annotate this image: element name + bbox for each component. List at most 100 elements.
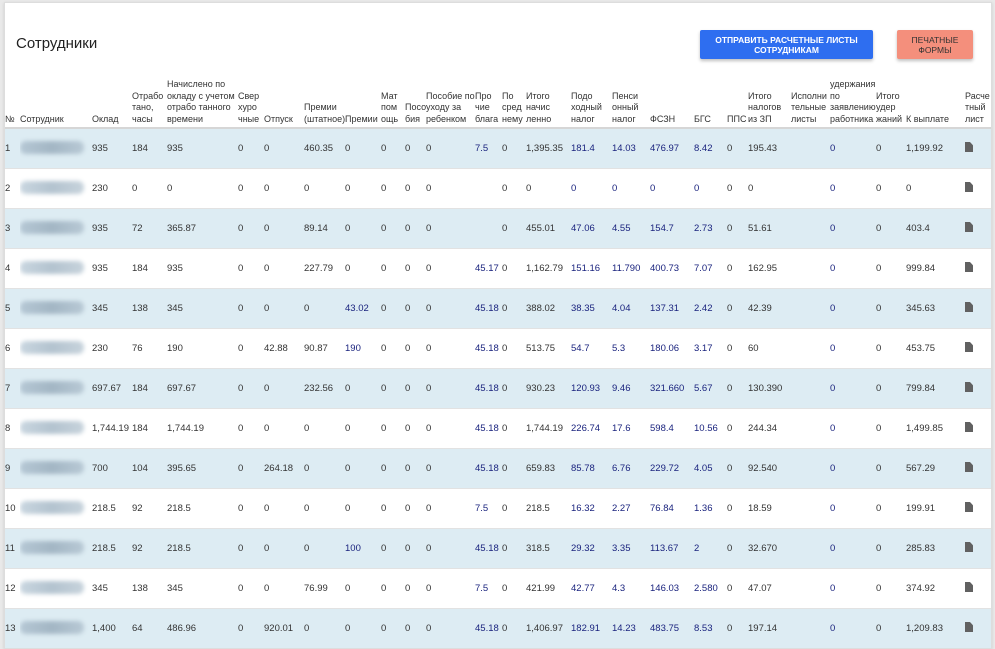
employee-name-cell [20, 568, 92, 609]
table-cell [791, 328, 830, 369]
document-icon[interactable] [965, 182, 973, 192]
table-cell: 0 [876, 328, 906, 369]
table-cell: 3.17 [694, 328, 727, 369]
table-cell: 0 [238, 448, 264, 489]
employee-name-cell [20, 208, 92, 249]
table-row[interactable]: 10 218.5 92 218.5 0 0 0 0 0 0 0 7.5 0 218.5 16.32 2.27 7… [5, 488, 991, 529]
table-cell: 0 [727, 128, 748, 169]
table-cell: 2.42 [694, 288, 727, 329]
table-cell: 567.29 [906, 448, 965, 489]
table-cell: 17.6 [612, 408, 650, 449]
document-icon[interactable] [965, 462, 973, 472]
document-icon[interactable] [965, 542, 973, 552]
table-cell: 45.18 [475, 408, 502, 449]
send-payslips-button[interactable]: Отправить расчетные листы сотрудникам [700, 30, 873, 59]
document-icon[interactable] [965, 142, 973, 152]
table-cell: 0 [167, 168, 238, 209]
table-cell: 0 [830, 528, 876, 569]
table-row[interactable]: 1 935 184 935 0 0 460.35 0 0 0 0 7.5 0 1,395.35 181.4 1… [5, 128, 991, 169]
table-row[interactable]: 2 230 0 0 0 0 0 0 0 0 0 0 0 0 0 0 0 0 0 0 0 0 [5, 168, 991, 209]
table-cell: 476.97 [650, 128, 694, 169]
table-cell: 0 [426, 328, 475, 369]
table-cell: 0 [727, 368, 748, 409]
table-cell: 199.91 [906, 488, 965, 529]
table-cell: 0 [304, 448, 345, 489]
table-row[interactable]: 8 1,744.19 184 1,744.19 0 0 0 0 0 0 0 45.18 0 1,744.1… [5, 408, 991, 449]
document-icon[interactable] [965, 422, 973, 432]
table-cell: 11 [5, 528, 20, 569]
document-icon[interactable] [965, 302, 973, 312]
redacted-name [20, 580, 84, 594]
table-cell: 7.5 [475, 488, 502, 529]
table-cell: 9 [5, 448, 20, 489]
table-cell: 45.18 [475, 448, 502, 489]
table-cell: 184 [132, 408, 167, 449]
document-icon[interactable] [965, 382, 973, 392]
table-row[interactable]: 4 935 184 935 0 0 227.79 0 0 0 0 45.17 0 1,162.79 151.… [5, 248, 991, 289]
table-cell: 92.540 [748, 448, 791, 489]
table-cell: 935 [167, 248, 238, 289]
column-header: БГС [694, 79, 727, 129]
table-cell: 0 [426, 288, 475, 329]
table-cell: 2.27 [612, 488, 650, 529]
table-cell: 138 [132, 288, 167, 329]
table-cell: 0 [426, 248, 475, 289]
document-icon[interactable] [965, 342, 973, 352]
table-cell: 697.67 [92, 368, 132, 409]
table-cell [791, 368, 830, 409]
table-cell: 0 [876, 168, 906, 209]
table-cell: 38.35 [571, 288, 612, 329]
table-cell: 0 [381, 528, 405, 569]
table-cell: 16.32 [571, 488, 612, 529]
table-cell: 0 [264, 128, 304, 169]
table-cell: 154.7 [650, 208, 694, 249]
table-cell [791, 568, 830, 609]
column-header: По сред нему [502, 79, 526, 129]
table-cell: 0 [264, 288, 304, 329]
print-forms-button[interactable]: Печатные формы [897, 30, 973, 59]
employee-name-cell [20, 608, 92, 648]
table-row[interactable]: 13 1,400 64 486.96 0 920.01 0 0 0 0 0 45.18 0 1,406.9… [5, 608, 991, 648]
document-icon[interactable] [965, 262, 973, 272]
table-row[interactable]: 11 218.5 92 218.5 0 0 0 100 0 0 0 45.18 0 318.5 29.32 3… [5, 528, 991, 569]
document-icon[interactable] [965, 502, 973, 512]
table-cell: 0 [876, 488, 906, 529]
document-icon[interactable] [965, 582, 973, 592]
column-header: Оклад [92, 79, 132, 129]
redacted-name [20, 140, 84, 154]
payslip-cell [965, 128, 991, 169]
table-cell: 0 [727, 208, 748, 249]
table-cell: 10 [5, 488, 20, 529]
table-cell: 0 [381, 568, 405, 609]
table-row[interactable]: 12 345 138 345 0 0 76.99 0 0 0 0 7.5 0 421.99 42.77 4.3… [5, 568, 991, 609]
table-cell: 0 [264, 568, 304, 609]
employee-name-cell [20, 248, 92, 289]
table-cell: 1 [5, 128, 20, 169]
table-cell: 162.95 [748, 248, 791, 289]
table-cell: 0 [426, 208, 475, 249]
table-cell: 76.84 [650, 488, 694, 529]
table-row[interactable]: 3 935 72 365.87 0 0 89.14 0 0 0 0 0 455.01 47.06 4.55 1… [5, 208, 991, 249]
table-row[interactable]: 5 345 138 345 0 0 0 43.02 0 0 0 45.18 0 388.02 38.35 4.… [5, 288, 991, 329]
table-row[interactable]: 9 700 104 395.65 0 264.18 0 0 0 0 0 45.18 0 659.83 85.… [5, 448, 991, 489]
document-icon[interactable] [965, 622, 973, 632]
table-cell: 113.67 [650, 528, 694, 569]
table-cell: 0 [264, 248, 304, 289]
table-cell: 453.75 [906, 328, 965, 369]
table-cell: 0 [238, 248, 264, 289]
table-cell: 45.18 [475, 328, 502, 369]
table-row[interactable]: 6 230 76 190 0 42.88 90.87 190 0 0 0 45.18 0 513.75 54… [5, 328, 991, 369]
table-cell: 32.670 [748, 528, 791, 569]
column-header: Премии (штатное) [304, 79, 345, 129]
redacted-name [20, 380, 84, 394]
table-row[interactable]: 7 697.67 184 697.67 0 0 232.56 0 0 0 0 45.18 0 930.23… [5, 368, 991, 409]
page-title: Сотрудники [16, 35, 98, 52]
table-cell: 345 [167, 568, 238, 609]
table-cell: 0 [426, 528, 475, 569]
table-cell: 11.790 [612, 248, 650, 289]
table-cell: 1,400 [92, 608, 132, 648]
table-cell: 13 [5, 608, 20, 648]
table-cell [791, 168, 830, 209]
document-icon[interactable] [965, 222, 973, 232]
table-cell: 0 [345, 368, 381, 409]
